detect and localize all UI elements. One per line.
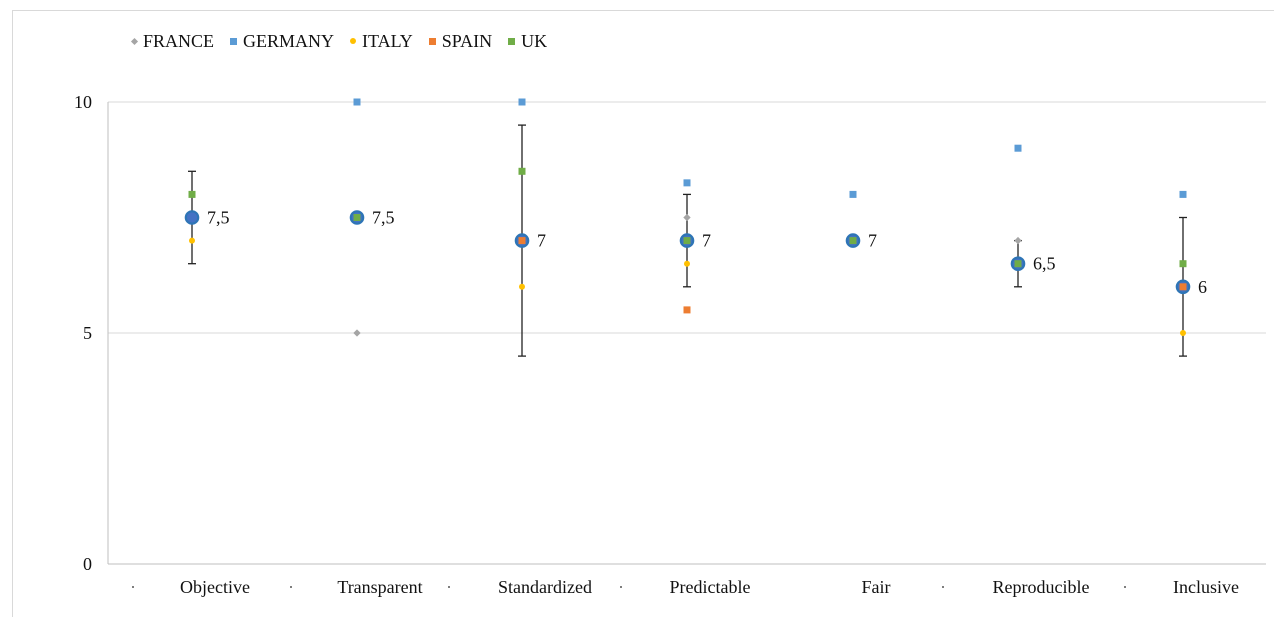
point-germany bbox=[353, 98, 361, 106]
legend-label: UK bbox=[521, 30, 548, 51]
median-data-label: 7 bbox=[868, 231, 877, 251]
point-germany bbox=[849, 190, 857, 198]
x-axis-separator-dot bbox=[290, 586, 292, 588]
point-italy bbox=[519, 283, 525, 290]
median-data-label: 7 bbox=[702, 231, 711, 251]
point-italy bbox=[189, 237, 195, 244]
median-point bbox=[184, 210, 200, 225]
y-tick-label: 0 bbox=[83, 554, 92, 574]
x-axis-separator-dot bbox=[448, 586, 450, 588]
legend-label: GERMANY bbox=[243, 30, 335, 51]
point-france bbox=[353, 329, 361, 337]
y-tick-label: 10 bbox=[74, 92, 92, 112]
legend-item-uk: UK bbox=[508, 31, 547, 52]
point-uk bbox=[188, 190, 196, 198]
point-france bbox=[683, 213, 691, 222]
point-uk bbox=[1014, 260, 1022, 268]
legend-marker-square-icon bbox=[508, 37, 516, 45]
legend-item-spain: SPAIN bbox=[428, 30, 493, 52]
median-data-label: 7,5 bbox=[372, 208, 395, 228]
x-tick-label: Transparent bbox=[337, 577, 422, 597]
median-data-label: 6 bbox=[1198, 277, 1207, 297]
point-uk bbox=[849, 237, 857, 245]
chart-legend: FRANCE GERMANY ITALY SPAIN UK bbox=[130, 30, 547, 52]
x-axis-separator-dot bbox=[942, 586, 944, 588]
legend-marker-circle-icon bbox=[350, 38, 357, 44]
legend-label: FRANCE bbox=[143, 30, 215, 51]
y-tick-label: 5 bbox=[83, 323, 92, 343]
point-spain bbox=[1179, 283, 1187, 291]
point-germany bbox=[683, 179, 691, 187]
x-tick-label: Reproducible bbox=[993, 577, 1090, 597]
point-uk bbox=[1179, 260, 1187, 268]
point-spain bbox=[518, 237, 526, 245]
point-germany bbox=[1014, 144, 1022, 152]
median-data-label: 7,5 bbox=[207, 208, 230, 228]
point-uk bbox=[518, 167, 526, 175]
chart-frame bbox=[12, 10, 1274, 617]
x-tick-label: Inclusive bbox=[1173, 577, 1239, 597]
x-tick-label: Objective bbox=[180, 577, 250, 597]
x-tick-label: Predictable bbox=[670, 577, 751, 597]
legend-item-france: FRANCE bbox=[130, 30, 215, 52]
point-uk bbox=[683, 237, 691, 245]
legend-label: SPAIN bbox=[441, 30, 493, 51]
point-spain bbox=[683, 306, 691, 314]
legend-marker-square-icon bbox=[230, 37, 238, 45]
median-data-label: 6,5 bbox=[1033, 254, 1056, 274]
point-uk bbox=[353, 214, 361, 221]
point-italy bbox=[1180, 330, 1186, 336]
point-germany bbox=[1179, 190, 1187, 198]
legend-item-germany: GERMANY bbox=[230, 31, 334, 52]
x-tick-label: Fair bbox=[862, 577, 891, 597]
point-germany bbox=[518, 98, 526, 106]
point-italy bbox=[684, 260, 690, 267]
x-axis-separator-dot bbox=[620, 586, 622, 588]
legend-marker-square-icon bbox=[428, 37, 436, 45]
x-axis-separator-dot bbox=[1124, 586, 1126, 588]
x-tick-label: Standardized bbox=[498, 577, 592, 597]
legend-item-italy: ITALY bbox=[350, 31, 413, 52]
point-france bbox=[1014, 236, 1022, 245]
x-axis-separator-dot bbox=[132, 586, 134, 588]
median-data-label: 7 bbox=[537, 231, 546, 251]
legend-label: ITALY bbox=[362, 30, 413, 51]
